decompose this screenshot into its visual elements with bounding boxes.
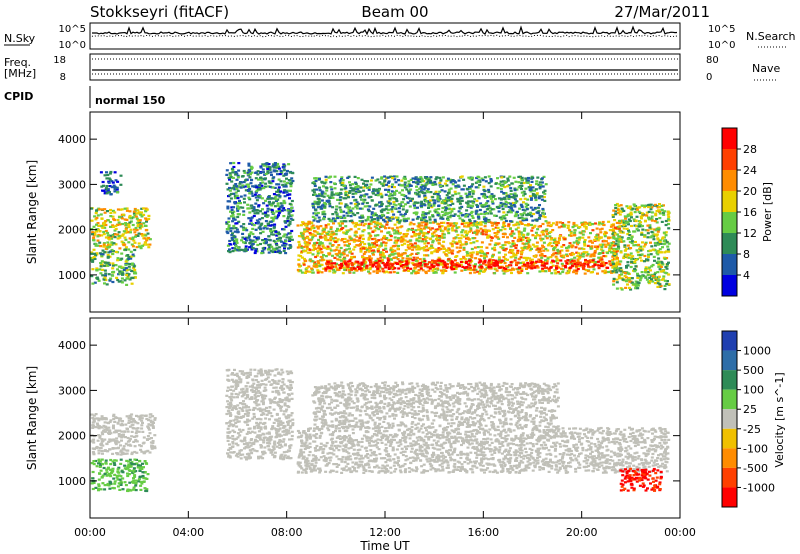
date-title: 27/Mar/2011	[614, 3, 710, 21]
power-colorbar-tick-4: 4	[743, 269, 750, 282]
power-ytick-4000: 4000	[58, 133, 86, 146]
velocity-colorbar-label: Velocity [m s^-1]	[773, 372, 786, 467]
velocity-colorbar-tick-1: 500	[743, 364, 764, 377]
velocity-ylabel: Slant Range [km]	[25, 366, 39, 470]
power-colorbar-label: Power [dB]	[761, 182, 774, 242]
freq-tick-18: 18	[53, 55, 66, 66]
velocity-colorbar-tick-5: -100	[743, 442, 768, 455]
power-colorbar-tick-12: 12	[743, 227, 757, 240]
velocity-region-3	[296, 426, 671, 474]
power-colorbar-tick-16: 16	[743, 206, 757, 219]
power-region-5	[324, 259, 610, 271]
velocity-colorbar-tick-4: -25	[743, 423, 761, 436]
x-tick-6: 00:00	[664, 526, 696, 539]
power-colorbar-tick-20: 20	[743, 185, 757, 198]
noise-tick-lo-left: 10^0	[59, 40, 86, 51]
nsearch-label: N.Search	[746, 30, 796, 43]
x-tick-5: 20:00	[566, 526, 598, 539]
x-tick-0: 00:00	[74, 526, 106, 539]
noise-tick-hi-right: 10^5	[708, 24, 735, 35]
nave-tick-0: 0	[706, 72, 712, 83]
power-region-6	[311, 175, 548, 223]
cpid-label: CPID	[4, 90, 33, 103]
freq-panel: Freq. [MHz] 18 8 80 0 Nave	[4, 53, 780, 83]
velocity-region-1	[90, 413, 157, 456]
power-ytick-3000: 3000	[58, 178, 86, 191]
power-ylabel: Slant Range [km]	[25, 160, 39, 264]
velocity-colorbar-tick-7: -1000	[743, 481, 775, 494]
x-tick-4: 16:00	[467, 526, 499, 539]
velocity-colorbar-tick-6: -500	[743, 462, 768, 475]
power-colorbar-tick-8: 8	[743, 248, 750, 261]
noise-tick-hi-left: 10^5	[59, 24, 86, 35]
cpid-value: normal 150	[95, 94, 166, 107]
power-region-0	[90, 248, 138, 286]
freq-unit: [MHz]	[4, 67, 36, 80]
freq-tick-8: 8	[60, 72, 66, 83]
beam-title: Beam 00	[361, 3, 428, 21]
nave-tick-80: 80	[706, 55, 719, 66]
freq-label: Freq.	[4, 56, 31, 69]
power-region-7	[611, 202, 671, 291]
velocity-colorbar-tick-3: 25	[743, 403, 757, 416]
power-colorbar-tick-24: 24	[743, 164, 757, 177]
velocity-data	[90, 368, 671, 493]
power-region-2	[99, 170, 123, 196]
noise-tick-lo-right: 10^0	[708, 40, 735, 51]
nave-label: Nave	[752, 62, 780, 75]
noise-panel: N.Sky 10^5 10^0 10^5 10^0 N.Search	[4, 22, 796, 51]
velocity-ytick-3000: 3000	[58, 384, 86, 397]
power-region-1	[90, 207, 152, 250]
velocity-panel: 1000 2000 3000 4000 Slant Range [km]	[25, 317, 681, 519]
time-axis: 00:00 04:00 08:00 12:00 16:00 20:00 00:00	[74, 526, 696, 539]
velocity-colorbar-tick-2: 100	[743, 384, 764, 397]
noise-search-line	[91, 34, 678, 38]
velocity-ytick-1000: 1000	[58, 475, 86, 488]
velocity-region-2	[225, 368, 295, 461]
velocity-region-5	[619, 467, 663, 492]
velocity-region-4	[311, 381, 560, 429]
power-colorbar-tick-28: 28	[743, 143, 757, 156]
power-panel: 1000 2000 3000 4000 Slant Range [km]	[25, 111, 681, 313]
velocity-colorbar: 1000 500 100 25 -25 -100 -500 -1000 Velocity [m…	[721, 330, 786, 508]
power-data	[90, 161, 671, 291]
nsky-label: N.Sky	[4, 32, 36, 45]
velocity-region-0	[90, 458, 150, 493]
velocity-ytick-4000: 4000	[58, 339, 86, 352]
power-ytick-1000: 1000	[58, 269, 86, 282]
power-ytick-2000: 2000	[58, 224, 86, 237]
noise-sky-line	[92, 25, 678, 36]
power-colorbar: 4 8 12 16 20 24 28 Power [dB]	[721, 127, 774, 297]
power-region-3	[225, 161, 295, 255]
xlabel: Time UT	[359, 539, 410, 553]
x-tick-1: 04:00	[172, 526, 204, 539]
power-region-4	[296, 220, 622, 275]
velocity-ytick-2000: 2000	[58, 430, 86, 443]
x-tick-2: 08:00	[271, 526, 303, 539]
station-title: Stokkseyri (fitACF)	[90, 3, 229, 21]
velocity-colorbar-tick-0: 1000	[743, 345, 771, 358]
x-tick-3: 12:00	[369, 526, 401, 539]
